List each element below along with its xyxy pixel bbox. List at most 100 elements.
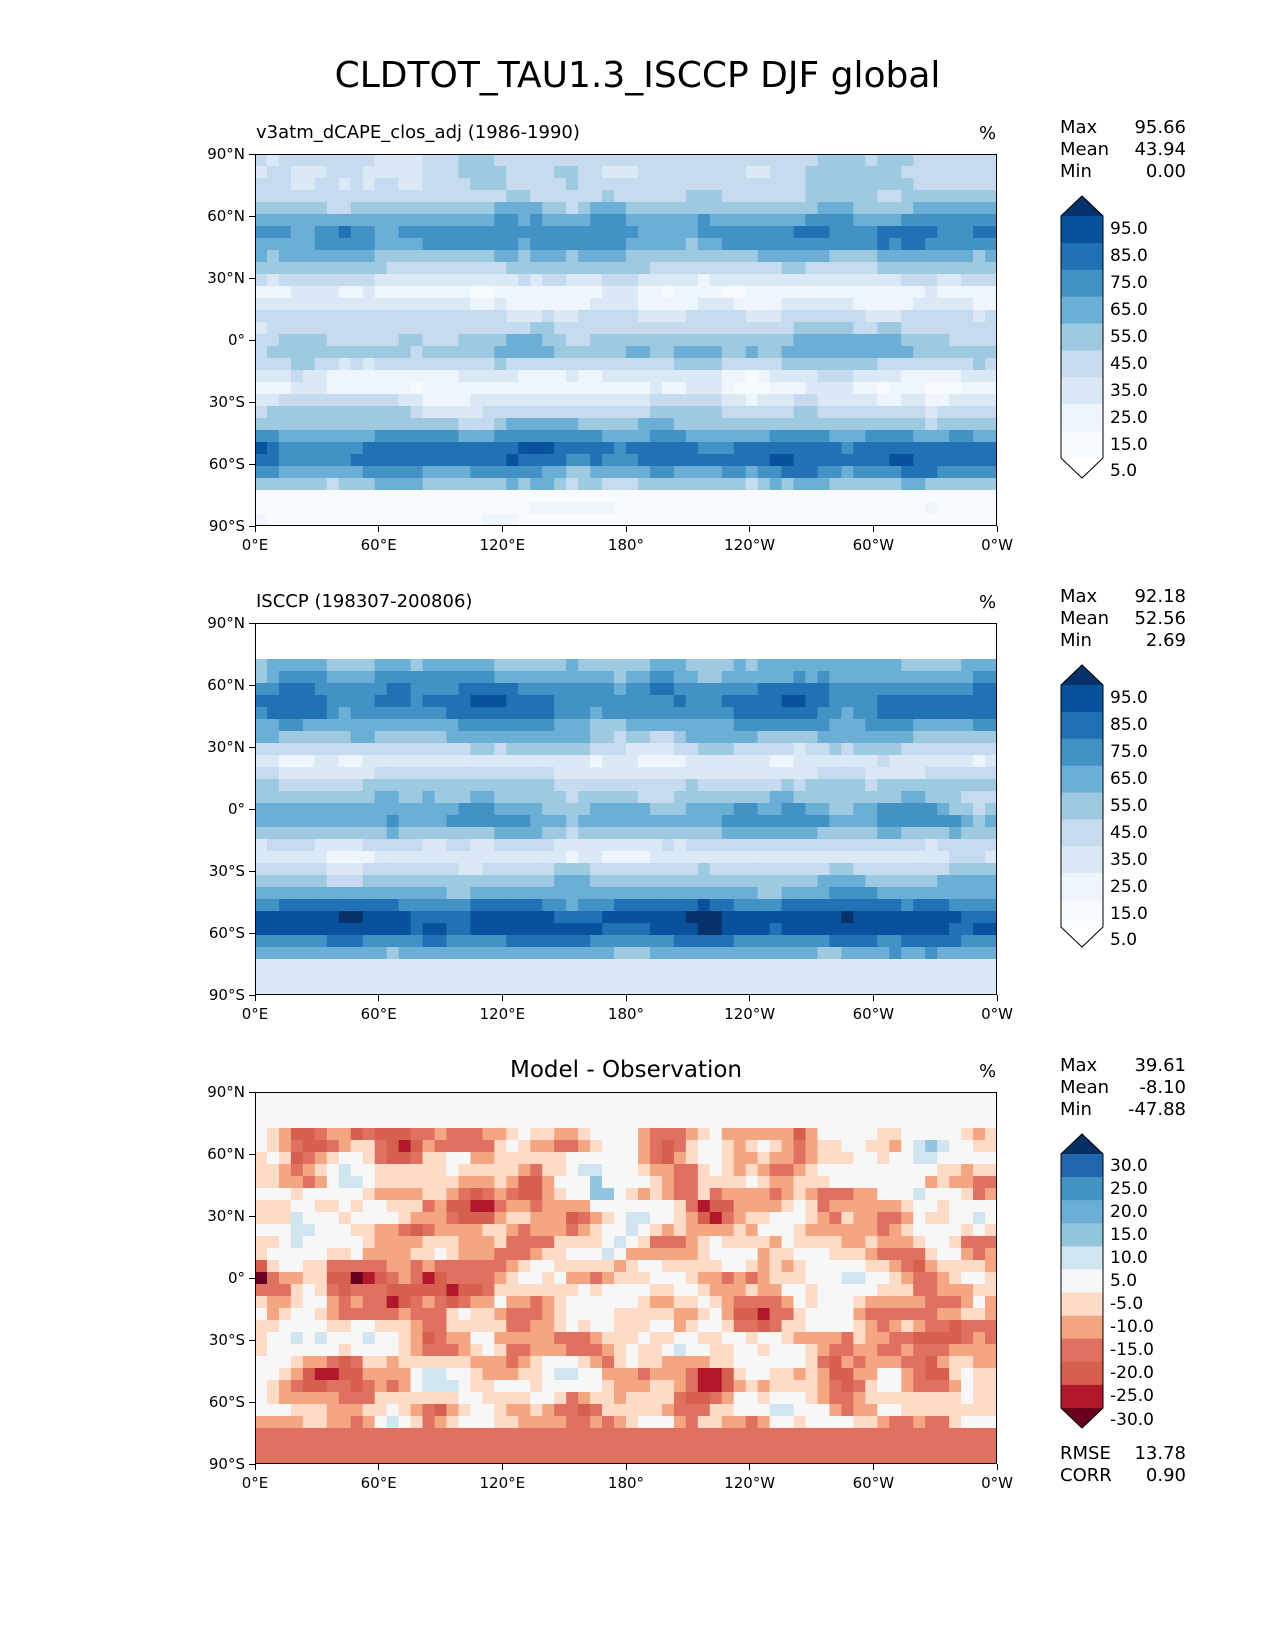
- field-cell: [637, 238, 651, 251]
- field-cell: [901, 226, 914, 239]
- field-cell: [889, 1212, 902, 1225]
- field-cell: [889, 851, 902, 864]
- field-cell: [865, 370, 878, 383]
- field-cell: [961, 731, 974, 744]
- field-cell: [793, 226, 807, 239]
- field-cell: [470, 779, 483, 792]
- field-cell: [482, 442, 495, 455]
- field-cell: [973, 298, 986, 311]
- field-cell: [470, 755, 483, 768]
- field-cell: [446, 406, 460, 419]
- field-cell: [602, 478, 615, 491]
- field-cell: [614, 370, 627, 383]
- field-cell: [805, 827, 819, 840]
- field-cell: [697, 478, 711, 491]
- field-cell: [733, 707, 747, 720]
- field-cell: [841, 202, 854, 215]
- field-cell: [314, 851, 328, 864]
- field-cell: [697, 887, 711, 900]
- field-cell: [614, 827, 627, 840]
- field-cell: [721, 310, 735, 323]
- field-cell: [446, 322, 460, 335]
- field-cell: [973, 959, 986, 972]
- field-cell: [877, 767, 890, 780]
- field-cell: [626, 1176, 639, 1189]
- field-cell: [889, 923, 902, 936]
- field-cell: [925, 899, 938, 912]
- field-cell: [386, 707, 400, 720]
- field-cell: [470, 635, 483, 648]
- field-cell: [865, 166, 878, 179]
- field-cell: [566, 719, 579, 732]
- field-cell: [255, 394, 268, 407]
- colorbar-segment: [1061, 350, 1103, 378]
- field-cell: [266, 166, 280, 179]
- field-cell: [733, 755, 747, 768]
- field-cell: [494, 899, 507, 912]
- field-cell: [949, 755, 962, 768]
- field-cell: [757, 394, 771, 407]
- field-cell: [805, 346, 819, 359]
- field-cell: [913, 851, 926, 864]
- field-cell: [590, 430, 603, 443]
- field-cell: [817, 707, 831, 720]
- field-cell: [530, 1164, 543, 1177]
- field-cell: [626, 394, 639, 407]
- field-cell: [590, 490, 603, 503]
- field-cell: [817, 791, 831, 804]
- field-cell: [626, 310, 639, 323]
- field-cell: [745, 1116, 759, 1129]
- field-cell: [506, 1248, 519, 1261]
- field-cell: [817, 502, 831, 515]
- field-cell: [255, 959, 268, 972]
- field-cell: [530, 478, 543, 491]
- field-cell: [590, 935, 603, 948]
- field-cell: [781, 947, 795, 960]
- field-cell: [925, 346, 938, 359]
- field-cell: [626, 190, 639, 203]
- field-cell: [266, 707, 280, 720]
- field-cell: [925, 779, 938, 792]
- field-cell: [973, 502, 986, 515]
- field-cell: [482, 671, 495, 684]
- field-cell: [374, 262, 388, 275]
- field-cell: [614, 1116, 627, 1129]
- field-cell: [781, 695, 795, 708]
- field-cell: [637, 274, 651, 287]
- field-cell: [446, 779, 460, 792]
- field-cell: [661, 454, 675, 467]
- field-cell: [266, 791, 280, 804]
- field-cell: [338, 803, 352, 816]
- field-cell: [745, 274, 759, 287]
- field-cell: [314, 190, 328, 203]
- field-cell: [566, 514, 579, 526]
- field-cell: [362, 442, 376, 455]
- field-cell: [637, 1188, 651, 1201]
- field-cell: [937, 1284, 950, 1297]
- colorbar-level-label: 25.0: [1110, 407, 1148, 428]
- field-cell: [374, 803, 388, 816]
- field-cell: [721, 1116, 735, 1129]
- colorbar-segment: [1061, 404, 1103, 432]
- field-cell: [590, 647, 603, 660]
- field-cell: [314, 1176, 328, 1189]
- field-cell: [626, 935, 639, 948]
- field-cell: [362, 370, 376, 383]
- panel-units: %: [979, 1061, 997, 1082]
- field-cell: [266, 490, 280, 503]
- field-cell: [745, 791, 759, 804]
- field-cell: [733, 959, 747, 972]
- field-cell: [278, 935, 292, 948]
- field-cell: [458, 1176, 472, 1189]
- field-cell: [278, 502, 292, 515]
- field-cell: [841, 262, 854, 275]
- field-cell: [626, 274, 639, 287]
- field-cell: [865, 971, 878, 984]
- field-cell: [434, 1284, 448, 1297]
- field-cell: [290, 1092, 304, 1105]
- field-cell: [805, 1176, 819, 1189]
- field-cell: [470, 719, 483, 732]
- field-cell: [350, 466, 364, 479]
- field-cell: [530, 815, 543, 828]
- field-cell: [566, 707, 579, 720]
